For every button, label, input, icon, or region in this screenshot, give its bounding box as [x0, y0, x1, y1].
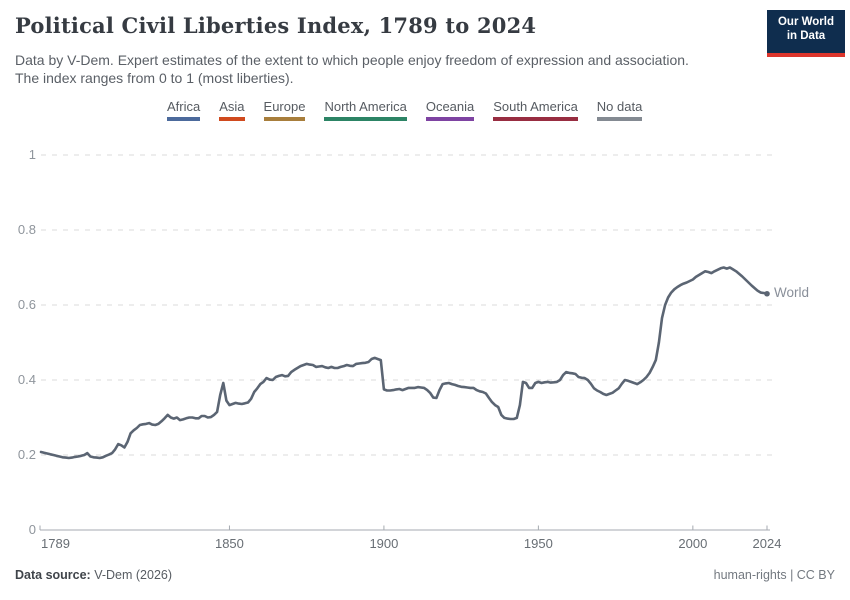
legend-item-north-america[interactable]: North America — [324, 99, 407, 121]
legend-item-europe[interactable]: Europe — [263, 99, 306, 121]
y-axis-label-0.8: 0.8 — [17, 222, 36, 237]
legend-color-swatch — [493, 117, 578, 121]
legend-color-swatch — [167, 117, 201, 121]
legend-label: North America — [324, 99, 407, 114]
x-axis-label-1900: 1900 — [369, 536, 399, 551]
data-source-value: V-Dem (2026) — [90, 568, 173, 582]
legend-label: South America — [493, 99, 578, 114]
world-line[interactable] — [39, 266, 769, 460]
chart-subtitle: Data by V-Dem. Expert estimates of the e… — [15, 51, 689, 87]
y-axis-label-1: 1 — [28, 147, 36, 162]
data-source-label: Data source: — [15, 568, 91, 582]
subtitle-line2: The index ranges from 0 to 1 (most liber… — [15, 70, 294, 86]
page-title: Political Civil Liberties Index, 1789 to… — [15, 13, 537, 38]
x-axis-label-2024: 2024 — [752, 536, 782, 551]
legend-label: Europe — [263, 99, 306, 114]
legend-item-asia[interactable]: Asia — [219, 99, 245, 121]
continent-legend: Africa Asia Europe North America Oceania Sout… — [167, 99, 643, 121]
legend-label: Africa — [167, 99, 201, 114]
world-line-end-dot[interactable] — [764, 290, 770, 297]
legend-item-africa[interactable]: Africa — [167, 99, 201, 121]
world-series-label[interactable]: World — [774, 284, 810, 300]
legend-color-swatch — [324, 117, 407, 121]
data-source-note: Data source: V-Dem (2026) — [15, 568, 172, 582]
owid-logo[interactable]: Our World in Data — [767, 10, 845, 57]
legend-color-swatch — [263, 117, 306, 121]
owid-logo-line1: Our World — [777, 16, 834, 28]
y-axis-label-0: 0 — [28, 522, 36, 537]
subtitle-line1: Data by V-Dem. Expert estimates of the e… — [15, 52, 689, 68]
y-axis-label-0.6: 0.6 — [17, 297, 36, 312]
x-axis-label-1789: 1789 — [41, 536, 70, 551]
legend-label: Asia — [219, 99, 245, 114]
legend-color-swatch — [596, 117, 643, 121]
legend-item-no-data[interactable]: No data — [596, 99, 643, 121]
x-axis-label-2000: 2000 — [678, 536, 708, 551]
y-axis-label-0.4: 0.4 — [17, 372, 36, 387]
x-axis-label-1850: 1850 — [214, 536, 244, 551]
y-axis-label-0.2: 0.2 — [17, 447, 36, 462]
legend-color-swatch — [425, 117, 475, 121]
legend-label: Oceania — [425, 99, 475, 114]
legend-color-swatch — [219, 117, 245, 121]
license-note[interactable]: human-rights | CC BY — [713, 568, 835, 582]
x-axis-label-1950: 1950 — [523, 536, 553, 551]
legend-label: No data — [596, 99, 643, 114]
legend-item-oceania[interactable]: Oceania — [425, 99, 475, 121]
legend-item-south-america[interactable]: South America — [493, 99, 578, 121]
owid-logo-line2: in Data — [786, 30, 826, 42]
